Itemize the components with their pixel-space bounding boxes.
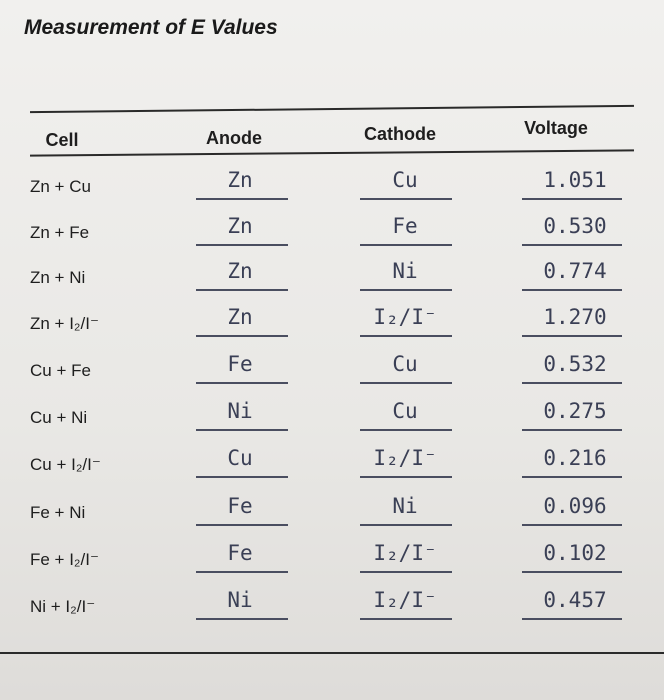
cell-name: Zn + Ni <box>30 268 86 287</box>
voltage-value: 0.102 <box>543 541 607 565</box>
cathode-value: I₂/I⁻ <box>373 541 437 565</box>
answer-underline <box>360 198 452 200</box>
cell-name: Zn + Cu <box>30 177 91 196</box>
anode-value: Zn <box>227 259 253 283</box>
answer-underline <box>522 571 622 573</box>
anode-value: Fe <box>227 541 253 565</box>
answer-underline <box>196 618 288 620</box>
column-header: Anode <box>206 128 262 148</box>
anode-value: Zn <box>227 214 253 238</box>
column-header: Cathode <box>364 124 436 144</box>
answer-underline <box>522 198 622 200</box>
answer-underline <box>360 289 452 291</box>
voltage-value: 1.051 <box>543 168 607 192</box>
voltage-value: 0.216 <box>543 446 607 470</box>
anode-value: Zn <box>227 305 253 329</box>
answer-underline <box>522 524 622 526</box>
cathode-value: Cu <box>392 168 418 192</box>
answer-underline <box>360 335 452 337</box>
cell-name: Cu + Fe <box>30 361 91 380</box>
cell-name: Fe + Ni <box>30 503 86 522</box>
title: Measurement of E Values <box>24 16 278 39</box>
cell-name: Cu + Ni <box>30 408 88 427</box>
answer-underline <box>522 289 622 291</box>
anode-value: Ni <box>227 399 253 423</box>
cathode-value: Cu <box>392 352 418 376</box>
table-bottom-rule <box>0 652 664 654</box>
answer-underline <box>196 382 288 384</box>
answer-underline <box>360 244 452 246</box>
answer-underline <box>522 476 622 478</box>
column-header: Cell <box>45 130 79 150</box>
answer-underline <box>360 476 452 478</box>
cell-name: Ni + I₂/I⁻ <box>30 597 96 616</box>
answer-underline <box>522 244 622 246</box>
voltage-value: 1.270 <box>543 305 607 329</box>
answer-underline <box>360 618 452 620</box>
cathode-value: Cu <box>392 399 418 423</box>
answer-underline <box>522 382 622 384</box>
voltage-value: 0.532 <box>543 352 607 376</box>
answer-underline <box>522 618 622 620</box>
anode-value: Fe <box>227 494 253 518</box>
voltage-value: 0.275 <box>543 399 607 423</box>
cathode-value: Ni <box>392 494 418 518</box>
voltage-value: 0.774 <box>543 259 607 283</box>
answer-underline <box>196 524 288 526</box>
voltage-value: 0.096 <box>543 494 607 518</box>
cathode-value: Ni <box>392 259 418 283</box>
answer-underline <box>196 244 288 246</box>
cathode-value: Fe <box>392 214 418 238</box>
anode-value: Zn <box>227 168 253 192</box>
voltage-value: 0.530 <box>543 214 607 238</box>
voltage-value: 0.457 <box>543 588 607 612</box>
answer-underline <box>196 429 288 431</box>
answer-underline <box>196 289 288 291</box>
cell-name: Fe + I₂/I⁻ <box>30 550 99 569</box>
answer-underline <box>196 335 288 337</box>
cathode-value: I₂/I⁻ <box>373 588 437 612</box>
cathode-value: I₂/I⁻ <box>373 446 437 470</box>
table-top-rule <box>30 104 634 114</box>
answer-underline <box>360 524 452 526</box>
answer-underline <box>196 198 288 200</box>
header-rule <box>30 149 634 157</box>
answer-underline <box>360 429 452 431</box>
answer-underline <box>360 571 452 573</box>
cathode-value: I₂/I⁻ <box>373 305 437 329</box>
cell-name: Zn + I₂/I⁻ <box>30 314 99 333</box>
cell-name: Cu + I₂/I⁻ <box>30 455 101 474</box>
answer-underline <box>196 476 288 478</box>
answer-underline <box>522 429 622 431</box>
anode-value: Cu <box>227 446 253 470</box>
answer-underline <box>522 335 622 337</box>
cell-name: Zn + Fe <box>30 223 90 242</box>
anode-value: Fe <box>227 352 253 376</box>
column-header: Voltage <box>524 118 588 138</box>
answer-underline <box>196 571 288 573</box>
answer-underline <box>360 382 452 384</box>
anode-value: Ni <box>227 588 253 612</box>
